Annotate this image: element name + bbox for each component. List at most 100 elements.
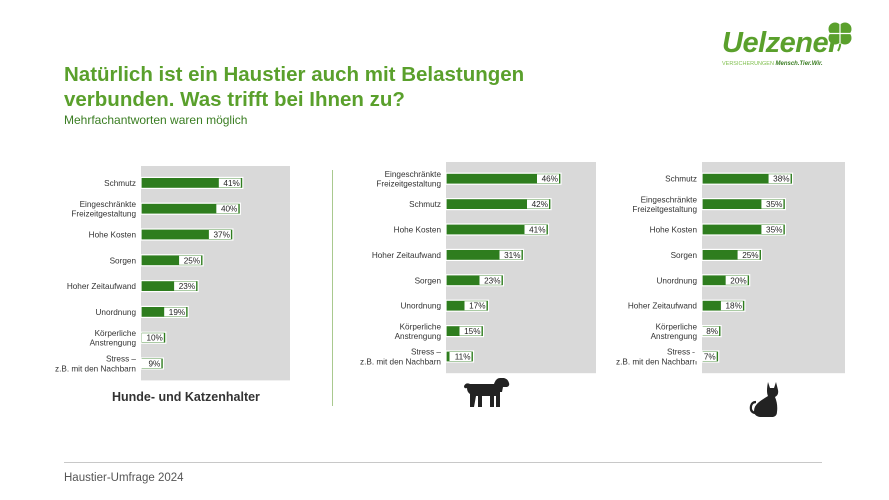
value-label: 18% [726,302,742,311]
value-label-bg [694,352,717,361]
value-label-bg [174,281,197,291]
bar-chart-cat-owners: Schmutz 38% Eingeschränkte Freizeitgestaltu… [616,162,845,374]
value-label-bg [218,178,241,188]
category-label: Hoher Zeitaufwand [372,251,442,260]
bar [701,172,794,185]
bar [445,172,562,185]
value-label-bg [139,359,162,368]
logo-tagline-prefix: VERSICHERUNGEN [722,61,774,67]
category-label: Eingeschränkte Freizeitgestaltung [632,195,697,214]
category-label: Unordnung [400,302,441,311]
value-label-bg [697,326,720,336]
value-label: 8% [706,327,718,336]
category-label: Stress – z.B. mit den Nachbarn [616,348,697,367]
value-label-bg [499,250,522,260]
category-label: Eingeschränkte Freizeitgestaltung [71,200,136,219]
value-label: 41% [223,179,239,188]
footer-divider [64,462,822,463]
value-label: 15% [464,327,480,336]
value-label: 25% [742,251,758,260]
bar [445,274,505,287]
bar [445,248,525,262]
bar [140,279,199,293]
category-label: Stress – z.B. mit den Nachbarn [55,355,136,374]
category-label: Sorgen [415,276,442,285]
category-label: Unordnung [656,276,697,285]
value-label: 35% [766,200,782,209]
bar [445,223,550,236]
value-label-bg [141,333,164,343]
value-label-bg [761,199,784,209]
brand-logo[interactable]: Uelzener VERSICHERUNGEN Mensch.Tier.Wir. [720,20,860,76]
category-label: Hohe Kosten [89,231,137,240]
category-label: Schmutz [665,175,697,184]
category-label: Hohe Kosten [650,226,698,235]
value-label-bg [720,301,743,311]
plot-background [446,162,596,374]
value-label-bg [537,174,559,184]
chart-panel-all-owners: Schmutz 41% Eingeschränkte Freizeitgestaltu… [40,166,300,381]
value-label: 31% [504,251,520,260]
value-label: 40% [221,205,237,214]
bar-chart-dog-owners: Eingeschränkte Freizeitgestaltung 46% Schmu… [360,162,596,374]
chart-panel-cat-owners: Schmutz 38% Eingeschränkte Freizeitgestaltu… [600,162,850,374]
value-label: 41% [529,226,545,235]
value-label: 7% [704,353,716,362]
category-label: Sorgen [110,256,137,265]
plot-background [702,162,845,374]
category-label: Hoher Zeitaufwand [628,302,698,311]
value-label-bg [768,174,791,184]
clover-icon [828,22,852,52]
chart-panel-dog-owners: Eingeschränkte Freizeitgestaltung 46% Schmu… [340,162,602,374]
logo-tagline-text: Mensch.Tier.Wir. [775,61,823,67]
value-label: 25% [184,256,200,265]
bar [701,197,787,211]
value-label: 17% [469,302,485,311]
value-label: 46% [542,175,558,184]
value-label-bg [479,275,502,285]
category-label: Eingeschränkte Freizeitgestaltung [376,170,441,189]
value-label-bg [761,225,784,234]
bar [140,228,234,241]
value-label: 35% [766,226,782,235]
value-label-bg [725,275,748,285]
category-label: Hoher Zeitaufwand [67,282,137,291]
value-label-bg [459,326,482,336]
panel-divider [332,170,333,406]
footer-source: Haustier-Umfrage 2024 [64,472,184,484]
bar [445,197,552,211]
value-label: 9% [149,360,161,369]
category-label: Körperliche Anstrengung [651,322,698,341]
value-label-bg [527,199,549,209]
value-label-bg [216,204,239,214]
logo-wordmark: Uelzener [722,27,839,59]
value-label: 37% [213,231,229,240]
category-label: Körperliche Anstrengung [90,329,137,348]
value-label-bg [164,307,187,317]
value-label: 10% [146,334,162,343]
value-label-bg [179,255,202,265]
category-label: Schmutz [409,200,441,209]
value-label: 23% [179,282,195,291]
value-label: 20% [730,276,746,285]
value-label-bg [208,230,231,239]
value-label: 42% [532,200,548,209]
category-label: Körperliche Anstrengung [395,322,442,341]
value-label: 23% [484,276,500,285]
category-label: Hohe Kosten [394,226,442,235]
plot-background [141,166,290,381]
category-label: Unordnung [95,308,136,317]
value-label-bg [524,225,547,234]
value-label: 38% [773,175,789,184]
bar [701,223,787,236]
page-title: Natürlich ist ein Haustier auch mit Bela… [64,63,525,111]
logo-tagline: VERSICHERUNGEN Mensch.Tier.Wir. [722,61,823,67]
chart-title-all-owners: Hunde- und Katzenhalter [112,390,260,404]
value-label: 11% [455,353,471,362]
value-label-bg [449,352,472,361]
category-label: Stress – z.B. mit den Nachbarn [360,348,441,367]
category-label: Sorgen [671,251,698,260]
bar-chart-all-owners: Schmutz 41% Eingeschränkte Freizeitgestaltu… [55,166,290,381]
bar [701,248,763,262]
bar [140,254,204,267]
